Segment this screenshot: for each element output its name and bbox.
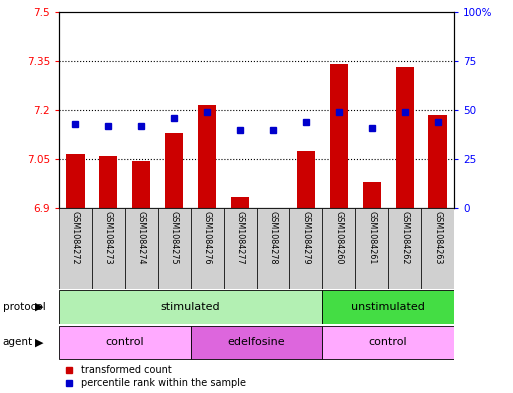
Text: GSM1084261: GSM1084261 <box>367 211 376 264</box>
Text: ▶: ▶ <box>35 302 44 312</box>
Bar <box>322 326 454 359</box>
Bar <box>66 154 85 208</box>
Text: edelfosine: edelfosine <box>228 337 285 347</box>
Text: GSM1084273: GSM1084273 <box>104 211 113 264</box>
Bar <box>330 64 348 208</box>
Text: control: control <box>369 337 407 347</box>
Bar <box>59 208 92 289</box>
Bar <box>297 151 315 208</box>
Bar <box>191 208 224 289</box>
Bar <box>256 208 289 289</box>
Bar <box>388 208 421 289</box>
Bar <box>355 208 388 289</box>
Bar <box>198 105 216 208</box>
Legend: transformed count, percentile rank within the sample: transformed count, percentile rank withi… <box>64 365 246 388</box>
Bar <box>231 197 249 208</box>
Text: GSM1084274: GSM1084274 <box>137 211 146 264</box>
Text: GSM1084260: GSM1084260 <box>334 211 343 264</box>
Bar <box>132 161 150 208</box>
Text: GSM1084275: GSM1084275 <box>170 211 179 264</box>
Text: GSM1084263: GSM1084263 <box>433 211 442 264</box>
Bar <box>125 208 158 289</box>
Text: control: control <box>106 337 144 347</box>
Bar <box>289 208 322 289</box>
Text: protocol: protocol <box>3 302 45 312</box>
Bar <box>59 326 191 359</box>
Text: GSM1084277: GSM1084277 <box>235 211 245 264</box>
Bar <box>428 115 447 208</box>
Bar <box>224 208 256 289</box>
Text: ▶: ▶ <box>35 337 44 347</box>
Bar <box>92 208 125 289</box>
Text: unstimulated: unstimulated <box>351 302 425 312</box>
Bar <box>165 133 183 208</box>
Text: GSM1084272: GSM1084272 <box>71 211 80 264</box>
Text: agent: agent <box>3 337 33 347</box>
Text: stimulated: stimulated <box>161 302 221 312</box>
Bar <box>322 290 454 323</box>
Bar <box>421 208 454 289</box>
Bar <box>59 290 322 323</box>
Text: GSM1084276: GSM1084276 <box>203 211 212 264</box>
Bar <box>363 182 381 208</box>
Bar <box>158 208 191 289</box>
Bar <box>191 326 322 359</box>
Bar <box>396 68 413 208</box>
Bar <box>322 208 355 289</box>
Text: GSM1084279: GSM1084279 <box>301 211 310 264</box>
Text: GSM1084278: GSM1084278 <box>268 211 278 264</box>
Text: GSM1084262: GSM1084262 <box>400 211 409 264</box>
Bar <box>100 156 117 208</box>
